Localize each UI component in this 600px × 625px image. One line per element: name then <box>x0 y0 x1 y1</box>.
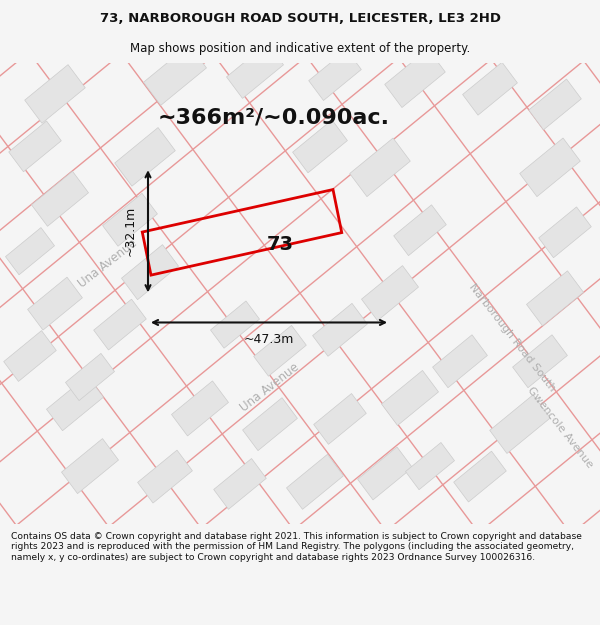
Polygon shape <box>32 171 88 226</box>
Polygon shape <box>28 277 82 330</box>
Polygon shape <box>520 138 580 197</box>
Polygon shape <box>539 207 592 258</box>
Polygon shape <box>211 301 260 348</box>
Polygon shape <box>293 120 347 173</box>
Text: ~32.1m: ~32.1m <box>124 206 137 256</box>
Polygon shape <box>5 228 55 275</box>
Polygon shape <box>358 447 412 500</box>
Polygon shape <box>313 303 367 356</box>
Polygon shape <box>433 335 487 388</box>
Text: Gwencole Avenue: Gwencole Avenue <box>526 385 595 469</box>
Polygon shape <box>62 439 118 494</box>
Polygon shape <box>47 376 103 431</box>
Polygon shape <box>227 43 283 98</box>
Polygon shape <box>8 121 61 172</box>
Text: Una Avenue: Una Avenue <box>238 361 302 414</box>
Polygon shape <box>25 64 85 123</box>
Text: 73: 73 <box>266 236 293 254</box>
Polygon shape <box>143 45 206 106</box>
Polygon shape <box>65 353 115 401</box>
Polygon shape <box>382 371 439 426</box>
Polygon shape <box>287 454 343 509</box>
Text: Contains OS data © Crown copyright and database right 2021. This information is : Contains OS data © Crown copyright and d… <box>11 532 581 562</box>
Polygon shape <box>122 244 178 299</box>
Polygon shape <box>308 49 361 101</box>
Text: Map shows position and indicative extent of the property.: Map shows position and indicative extent… <box>130 42 470 55</box>
Polygon shape <box>137 450 193 503</box>
Text: ~366m²/~0.090ac.: ~366m²/~0.090ac. <box>158 107 390 127</box>
Text: 73, NARBOROUGH ROAD SOUTH, LEICESTER, LE3 2HD: 73, NARBOROUGH ROAD SOUTH, LEICESTER, LE… <box>100 12 500 25</box>
Polygon shape <box>242 398 298 451</box>
Polygon shape <box>103 193 157 246</box>
Polygon shape <box>490 395 550 454</box>
Text: ~47.3m: ~47.3m <box>244 332 294 346</box>
Polygon shape <box>172 381 229 436</box>
Polygon shape <box>394 205 446 256</box>
Text: Una Avenue: Una Avenue <box>76 237 140 291</box>
Polygon shape <box>454 451 506 502</box>
Polygon shape <box>314 394 367 444</box>
Polygon shape <box>463 62 517 115</box>
Polygon shape <box>362 266 418 321</box>
Polygon shape <box>350 138 410 197</box>
Polygon shape <box>512 335 568 388</box>
Polygon shape <box>4 331 56 381</box>
Polygon shape <box>254 326 307 376</box>
Polygon shape <box>529 79 581 130</box>
Polygon shape <box>385 49 445 108</box>
Polygon shape <box>94 299 146 350</box>
Polygon shape <box>406 442 455 490</box>
Polygon shape <box>115 127 175 186</box>
Text: Narborough Road South: Narborough Road South <box>467 281 557 393</box>
Polygon shape <box>214 459 266 509</box>
Polygon shape <box>527 271 583 326</box>
